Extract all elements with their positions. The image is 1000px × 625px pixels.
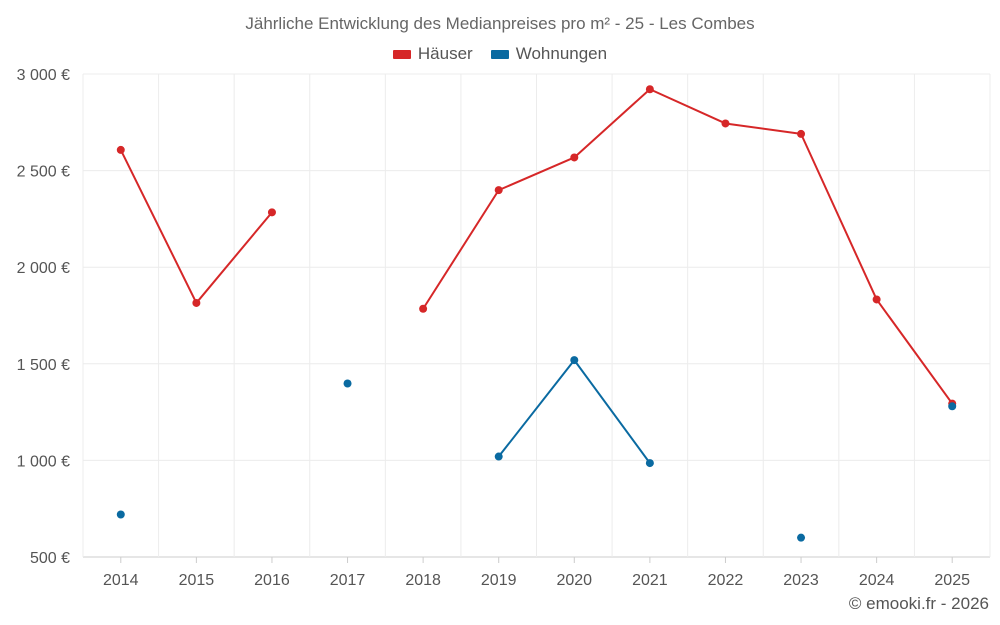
copyright-credit: © emooki.fr - 2026 [848, 594, 989, 613]
series-line-wohnungen [497, 359, 651, 464]
data-point-wohnungen [494, 452, 503, 461]
data-point-haeuser [645, 85, 654, 94]
x-tick-label: 2022 [708, 572, 744, 589]
legend-item-wohnungen[interactable]: Wohnungen [490, 44, 608, 64]
legend: Häuser Wohnungen [0, 44, 1000, 64]
data-point-wohnungen [570, 356, 579, 365]
x-tick-label: 2024 [859, 572, 895, 589]
x-tick-label: 2021 [632, 572, 668, 589]
legend-item-haeuser[interactable]: Häuser [392, 44, 473, 64]
x-tick-label: 2019 [481, 572, 517, 589]
x-tick-label: 2025 [934, 572, 970, 589]
data-point-wohnungen [116, 510, 125, 519]
data-point-haeuser [570, 153, 579, 162]
data-point-haeuser [116, 145, 125, 154]
y-tick-label: 3 000 € [17, 67, 70, 84]
x-tick-label: 2016 [254, 572, 290, 589]
y-tick-label: 2 000 € [17, 260, 70, 277]
data-point-haeuser [872, 295, 881, 304]
data-point-wohnungen [797, 533, 806, 542]
x-tick-label: 2017 [330, 572, 366, 589]
series-line-haeuser [422, 88, 954, 405]
legend-swatch-haeuser [392, 49, 411, 59]
data-point-haeuser [721, 119, 730, 128]
data-point-wohnungen [948, 402, 957, 411]
data-point-haeuser [797, 129, 806, 138]
y-tick-label: 1 000 € [17, 453, 70, 470]
x-tick-label: 2015 [179, 572, 215, 589]
x-tick-label: 2020 [556, 572, 592, 589]
legend-swatch-wohnungen [490, 49, 509, 59]
y-tick-label: 2 500 € [17, 164, 70, 181]
data-point-haeuser [419, 304, 428, 313]
y-tick-label: 500 € [30, 550, 70, 567]
data-point-haeuser [494, 186, 503, 195]
chart-title: Jährliche Entwicklung des Medianpreises … [245, 14, 755, 33]
x-tick-label: 2014 [103, 572, 139, 589]
x-tick-label: 2018 [405, 572, 441, 589]
data-point-haeuser [192, 298, 201, 307]
data-point-wohnungen [645, 459, 654, 468]
data-point-haeuser [267, 208, 276, 217]
y-tick-label: 1 500 € [17, 357, 70, 374]
legend-label-wohnungen: Wohnungen [515, 44, 608, 63]
series-line-haeuser [119, 149, 273, 304]
data-point-wohnungen [343, 379, 352, 388]
x-tick-label: 2023 [783, 572, 819, 589]
legend-label-haeuser: Häuser [417, 44, 473, 63]
